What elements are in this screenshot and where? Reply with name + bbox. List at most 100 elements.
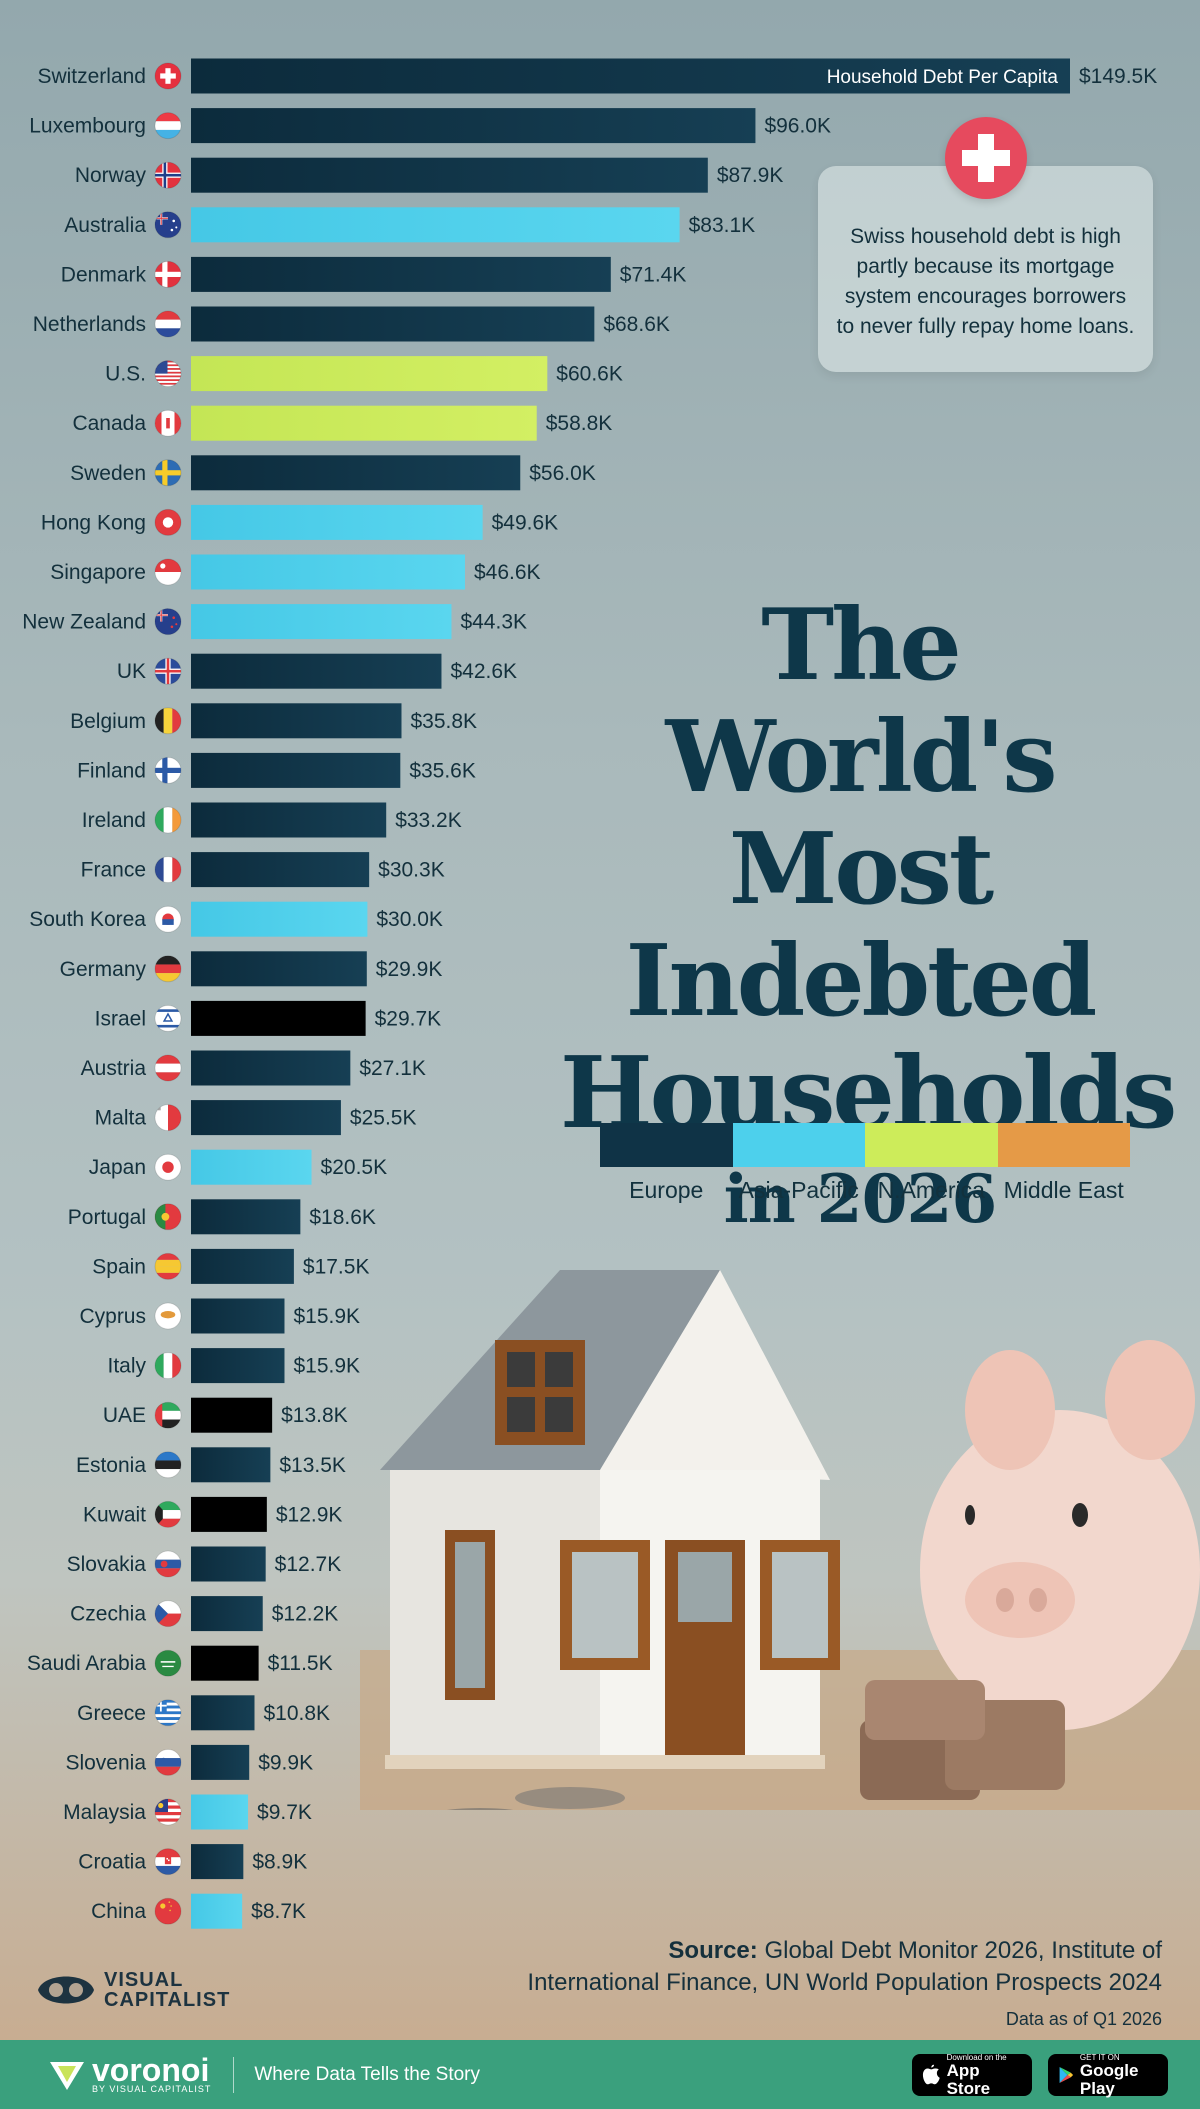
country-label: Kuwait xyxy=(83,1503,146,1526)
visual-capitalist-logo: VISUAL CAPITALIST xyxy=(34,1968,230,2012)
value-label: $13.5K xyxy=(279,1454,346,1477)
flag-ae-icon xyxy=(154,1401,182,1429)
flag-pt-icon xyxy=(154,1203,182,1231)
bar-denmark xyxy=(191,256,611,292)
value-label: $33.2K xyxy=(395,809,462,832)
bar-czechia xyxy=(191,1596,263,1632)
flag-ee-icon xyxy=(154,1451,182,1479)
country-label: Slovakia xyxy=(67,1553,147,1576)
country-label: Ireland xyxy=(82,809,146,832)
bar-row: Kuwait $12.9K xyxy=(83,1496,343,1532)
bar-row: Slovakia $12.7K xyxy=(67,1546,341,1582)
bar-canada xyxy=(191,405,537,441)
flag-no-icon xyxy=(154,161,182,189)
country-label: Estonia xyxy=(76,1454,146,1477)
bar-row: Canada $58.8K xyxy=(72,405,612,441)
value-label: $18.6K xyxy=(309,1206,376,1229)
bar-row: UAE $13.8K xyxy=(103,1397,348,1433)
bar-row: Germany $29.9K xyxy=(60,951,442,987)
bar-china xyxy=(191,1893,243,1929)
bar-row: Luxembourg $96.0K xyxy=(29,108,831,144)
flag-au-icon xyxy=(154,211,182,239)
country-label: Cyprus xyxy=(79,1305,146,1328)
bar-row: Spain $17.5K xyxy=(92,1248,370,1284)
bar-sweden xyxy=(191,455,521,491)
flag-my-icon xyxy=(154,1798,182,1826)
flag-nl-icon xyxy=(154,310,182,338)
bar-row: Saudi Arabia $11.5K xyxy=(27,1645,333,1681)
bar-portugal xyxy=(191,1199,301,1235)
flag-sg-icon xyxy=(154,558,182,586)
value-label: $44.3K xyxy=(460,611,527,634)
value-label: $46.6K xyxy=(474,561,541,584)
bar-row: Slovenia $9.9K xyxy=(65,1744,313,1780)
swiss-cross-icon xyxy=(945,117,1027,199)
value-label: $35.8K xyxy=(410,710,477,733)
vc-text-line-2: CAPITALIST xyxy=(104,1989,231,2011)
country-label: Spain xyxy=(92,1255,146,1278)
country-label: Canada xyxy=(72,412,146,435)
flag-sk-icon xyxy=(154,1550,182,1578)
flag-it-icon xyxy=(154,1352,182,1380)
value-label: $68.6K xyxy=(603,313,670,336)
legend-swatch-middle-east xyxy=(997,1123,1130,1167)
bar-row: Sweden $56.0K xyxy=(70,455,596,491)
bar-hong-kong xyxy=(191,504,483,540)
value-label: $49.6K xyxy=(492,511,559,534)
value-label: $12.9K xyxy=(276,1503,343,1526)
source-text-2: International Finance, UN World Populati… xyxy=(527,1969,1162,1996)
value-label: $17.5K xyxy=(303,1255,370,1278)
bar-italy xyxy=(191,1348,285,1384)
bar-finland xyxy=(191,752,401,788)
value-label: $30.3K xyxy=(378,859,445,882)
flag-hk-icon xyxy=(154,508,182,536)
flag-es-icon xyxy=(154,1252,182,1280)
google-play-icon xyxy=(1059,2067,1074,2083)
bar-row: Malaysia $9.7K xyxy=(63,1794,312,1830)
bar-row: Denmark $71.4K xyxy=(61,256,686,292)
country-label: Italy xyxy=(107,1355,146,1378)
bar-greece xyxy=(191,1695,255,1731)
country-label: Malaysia xyxy=(63,1801,146,1824)
visual-capitalist-mark-icon xyxy=(38,1976,94,2004)
value-label: $149.5K xyxy=(1079,65,1157,88)
google-play-small: GET IT ON xyxy=(1079,2052,1120,2062)
bar-croatia xyxy=(191,1844,244,1880)
app-store-button[interactable]: Download on the App Store xyxy=(912,2053,1032,2097)
flag-sa-icon xyxy=(154,1649,182,1677)
vc-text-line-1: VISUAL xyxy=(104,1969,184,1991)
bar-ireland xyxy=(191,802,387,838)
bar-row: Israel $29.7K xyxy=(95,1000,441,1036)
voronoi-logo[interactable]: voronoi BY VISUAL CAPITALIST xyxy=(48,2054,211,2094)
value-label: $8.9K xyxy=(252,1851,307,1874)
google-play-button[interactable]: GET IT ON Google Play xyxy=(1048,2052,1168,2098)
country-label: Australia xyxy=(64,214,146,237)
value-label: $87.9K xyxy=(717,164,784,187)
legend-label-n-america: N.America xyxy=(877,1177,985,1203)
country-label: Slovenia xyxy=(65,1751,146,1774)
bar-row: Czechia $12.2K xyxy=(70,1596,338,1632)
country-label: Luxembourg xyxy=(29,115,146,138)
source-note: Source: Global Debt Monitor 2026, Instit… xyxy=(527,1935,1162,2035)
flag-il-icon xyxy=(154,1004,182,1032)
bar-row: Netherlands $68.6K xyxy=(33,306,670,342)
bar-row: Finland $35.6K xyxy=(77,752,476,788)
country-label: Switzerland xyxy=(37,65,146,88)
country-label: Czechia xyxy=(70,1603,146,1626)
bar-norway xyxy=(191,157,708,193)
bar-row: Ireland $33.2K xyxy=(82,802,462,838)
google-play-big: Google Play xyxy=(1079,2060,1139,2098)
flag-kr-icon xyxy=(154,905,182,933)
country-label: Germany xyxy=(60,958,147,981)
legend-swatch-asia-pacific xyxy=(732,1123,865,1167)
bar-row: Australia $83.1K xyxy=(64,207,755,243)
bar-singapore xyxy=(191,554,465,590)
value-label: $35.6K xyxy=(409,759,476,782)
flag-lu-icon xyxy=(154,112,182,140)
bar-chart: Switzerland $149.5K Household Debt Per Cap… xyxy=(22,58,1157,1929)
bar-row: Estonia $13.5K xyxy=(76,1447,346,1483)
legend: Europe Asia-Pacific N.America Middle Eas… xyxy=(600,1123,1130,1204)
country-label: France xyxy=(81,859,146,882)
flag-cy-icon xyxy=(154,1302,182,1330)
value-label: $56.0K xyxy=(529,462,596,485)
